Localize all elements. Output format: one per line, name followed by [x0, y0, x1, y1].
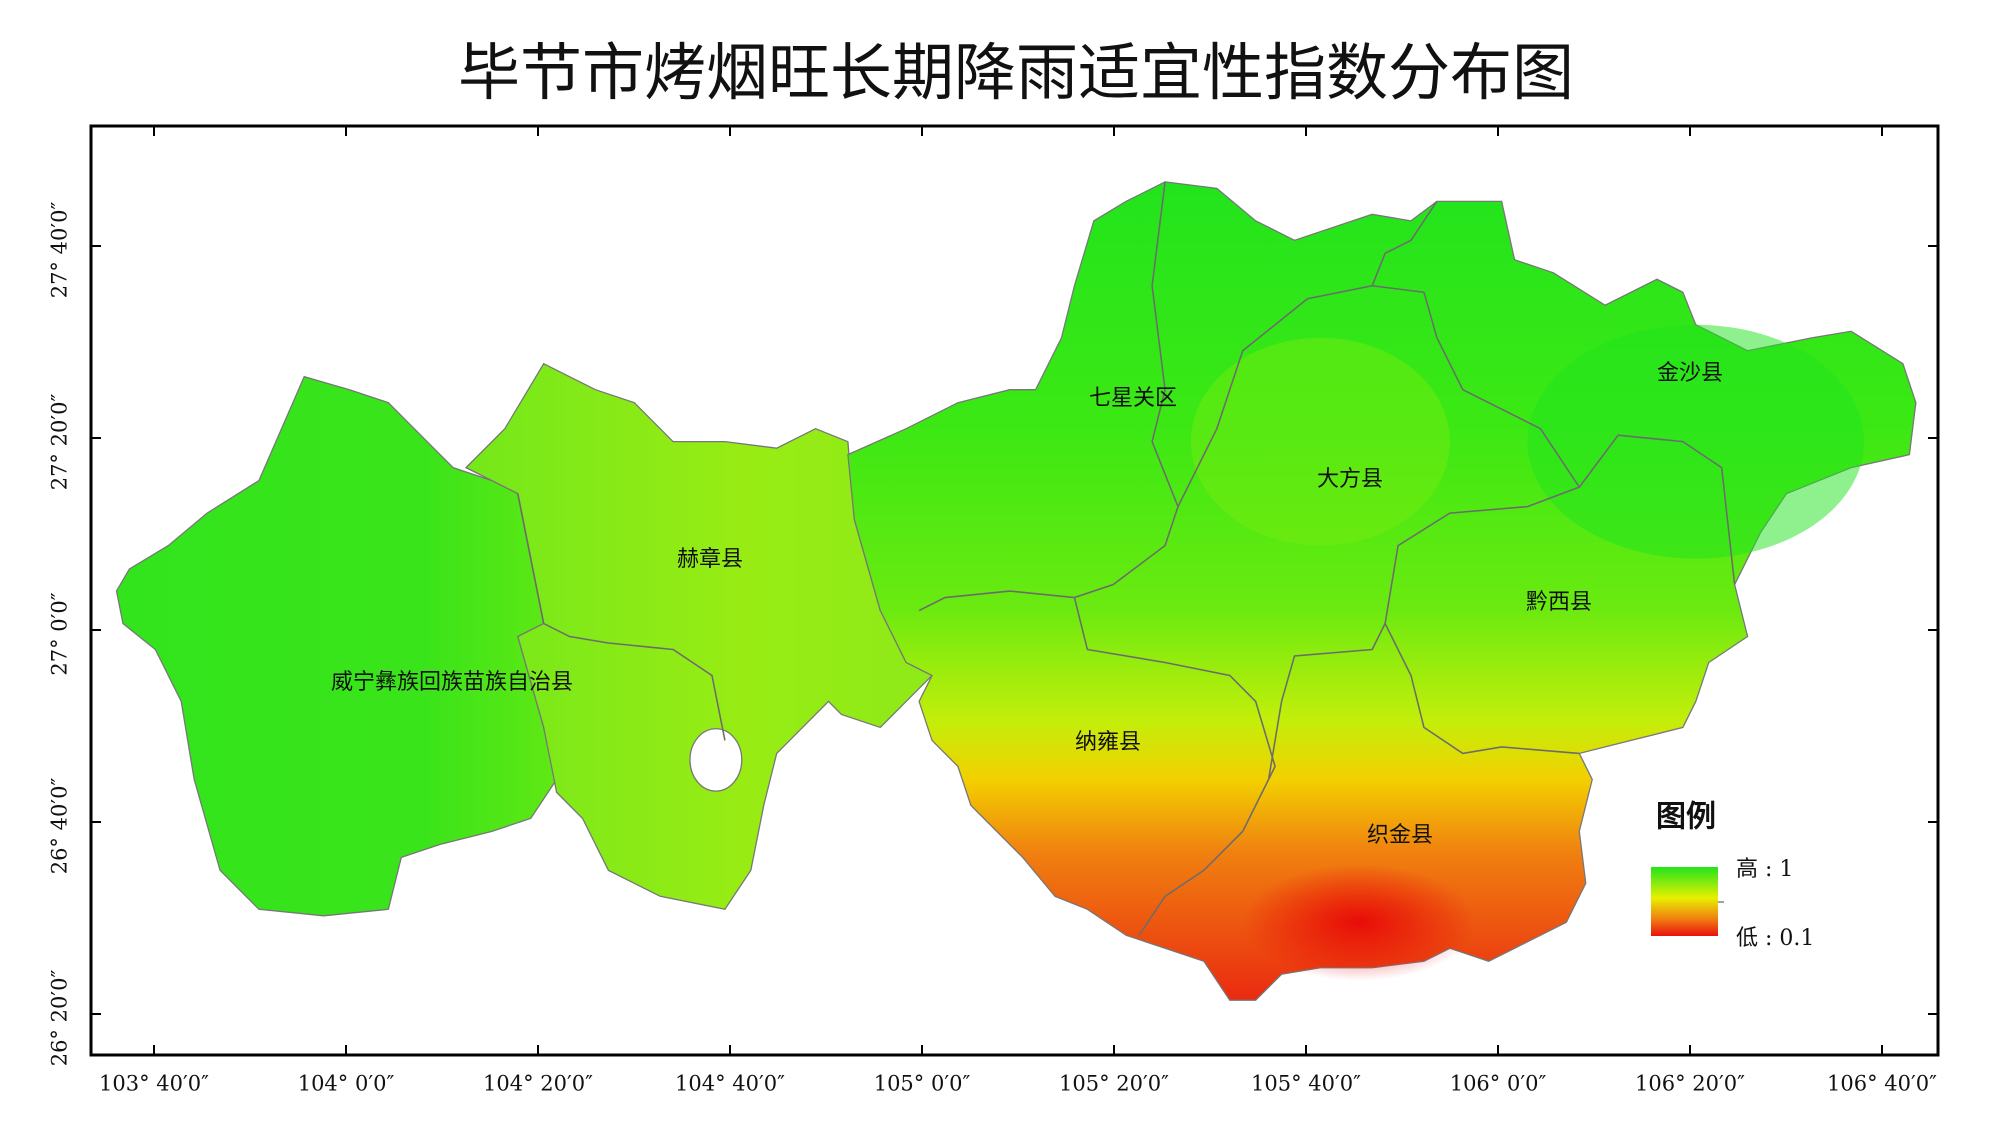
region-hezhang	[464, 362, 934, 911]
legend-title: 图例	[1656, 800, 1716, 835]
legend-low: 低 : 0.1	[1736, 926, 1814, 951]
x-tick-label: 105° 40′0″	[1251, 1072, 1361, 1096]
x-tick-label: 106° 0′0″	[1450, 1072, 1547, 1096]
x-tick-label: 106° 20′0″	[1635, 1072, 1745, 1096]
mid-index-area	[1190, 337, 1450, 546]
map-title: 毕节市烤烟旺长期降雨适宜性指数分布图	[458, 36, 1574, 109]
y-tick-label: 27° 40′0″	[48, 202, 72, 299]
region-label: 威宁彝族回族苗族自治县	[331, 670, 573, 695]
region-label: 黔西县	[1526, 590, 1592, 615]
x-tick-label: 104° 20′0″	[483, 1072, 593, 1096]
region-label: 织金县	[1367, 823, 1433, 848]
y-tick-label: 26° 20′0″	[48, 970, 72, 1067]
y-tick-label: 26° 40′0″	[48, 778, 72, 875]
region-label: 纳雍县	[1075, 730, 1141, 755]
map-regions	[115, 181, 1917, 1001]
low-index-area	[1242, 863, 1476, 981]
legend-high: 高 : 1	[1736, 857, 1793, 882]
x-tick-label: 105° 20′0″	[1059, 1072, 1169, 1096]
x-tick-label: 103° 40′0″	[99, 1072, 209, 1096]
map-frame	[89, 124, 1940, 1057]
x-tick-label: 105° 0′0″	[874, 1072, 971, 1096]
region-label: 金沙县	[1657, 361, 1723, 386]
region-hole	[689, 728, 743, 792]
y-tick-label: 27° 0′0″	[48, 592, 72, 675]
county-borders	[517, 181, 1736, 936]
high-index-area	[1527, 324, 1865, 559]
y-tick-label: 27° 20′0″	[48, 394, 72, 491]
x-tick-label: 106° 40′0″	[1827, 1072, 1937, 1096]
x-tick-label: 104° 0′0″	[298, 1072, 395, 1096]
region-label: 大方县	[1317, 467, 1383, 492]
region-label: 赫章县	[677, 547, 743, 572]
legend-gradient	[1651, 867, 1718, 936]
x-tick-label: 104° 40′0″	[675, 1072, 785, 1096]
region-label: 七星关区	[1089, 386, 1177, 411]
